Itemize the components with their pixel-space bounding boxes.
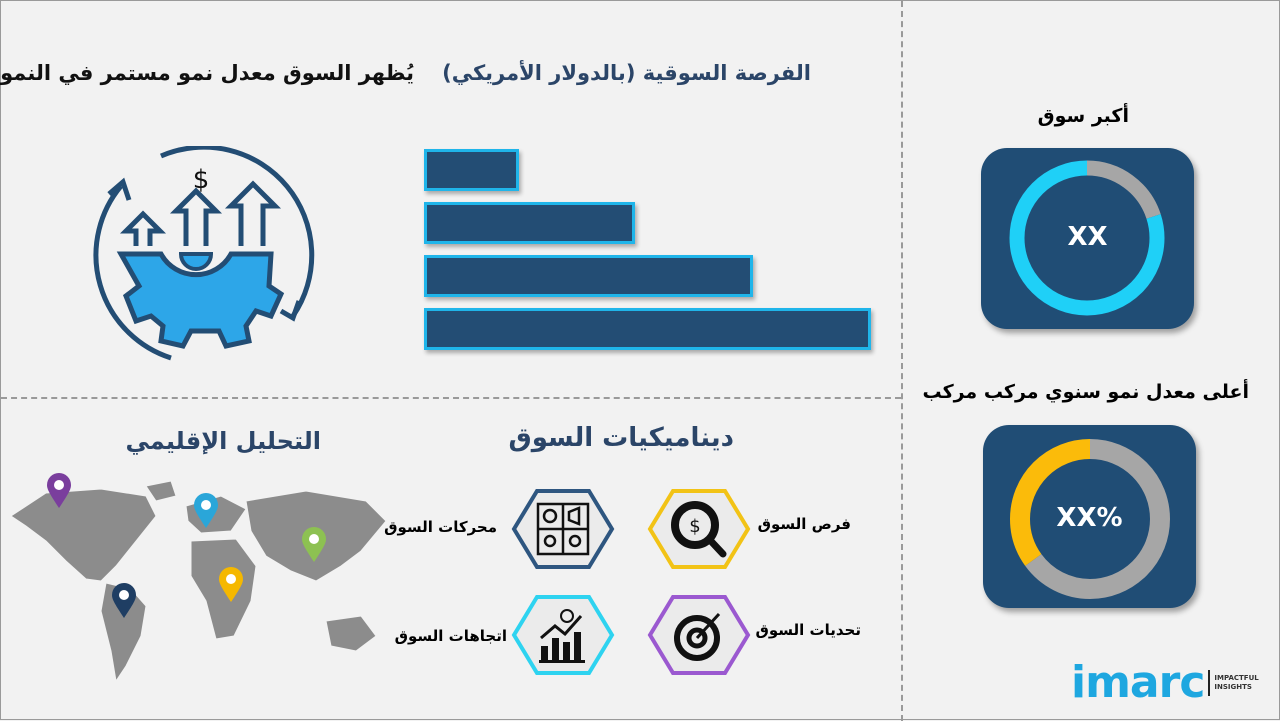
trends-hexagon	[511, 595, 615, 675]
challenges-label: تحديات السوق	[755, 621, 861, 639]
map-pin-latin-america-icon	[112, 583, 136, 618]
magnifier-dollar-icon: $	[671, 501, 727, 558]
vertical-divider	[901, 1, 903, 721]
map-pin-asia-icon	[302, 527, 326, 562]
growth-chart-icon	[539, 609, 585, 663]
largest-market-card: XX	[981, 148, 1194, 329]
opportunity-bar-2	[424, 202, 635, 244]
imarc-logo: imarc IMPACTFUL INSIGHTS	[1071, 661, 1259, 705]
highest-cagr-donut	[1010, 439, 1170, 599]
svg-text:$: $	[193, 165, 210, 195]
regional-title: التحليل الإقليمي	[125, 427, 321, 455]
highest-cagr-card: XX%	[983, 425, 1196, 608]
world-map	[10, 480, 387, 683]
donut-value-segment	[1009, 160, 1165, 316]
donut-value-segment	[1010, 439, 1170, 599]
map-pin-africa-icon	[219, 567, 243, 602]
opportunities-label: فرص السوق	[757, 515, 851, 533]
opportunity-bar-4	[424, 308, 871, 350]
highest-cagr-title: أعلى معدل نمو سنوي مركب مركب	[922, 381, 1249, 403]
dynamics-title: ديناميكيات السوق	[508, 423, 734, 453]
growth-gear-icon: $	[93, 146, 315, 361]
opportunity-bar-3	[424, 255, 753, 297]
challenges-hexagon	[647, 595, 751, 675]
growth-title: يُظهر السوق معدل نمو مستمر في النمو	[0, 61, 414, 85]
drivers-hexagon	[511, 489, 615, 569]
svg-text:$: $	[689, 516, 700, 537]
largest-market-donut	[1009, 160, 1165, 316]
trends-label: اتجاهات السوق	[394, 627, 507, 645]
drivers-label: محركات السوق	[384, 518, 497, 536]
logo-brand: imarc	[1071, 657, 1205, 708]
puzzle-icon	[536, 502, 590, 556]
logo-tagline-2: INSIGHTS	[1214, 683, 1252, 691]
horizontal-divider	[1, 397, 901, 399]
target-icon	[674, 612, 721, 661]
map-pin-north-america-icon	[47, 473, 71, 508]
opportunity-title: الفرصة السوقية (بالدولار الأمريكي)	[442, 61, 811, 85]
largest-market-value: XX	[1067, 222, 1108, 252]
largest-market-title: أكبر سوق	[1037, 105, 1129, 127]
opportunities-hexagon: $	[647, 489, 751, 569]
logo-tagline-1: IMPACTFUL	[1214, 674, 1259, 682]
opportunity-bar-1	[424, 149, 519, 191]
highest-cagr-value: XX%	[1056, 503, 1123, 533]
map-pin-europe-icon	[194, 493, 218, 528]
